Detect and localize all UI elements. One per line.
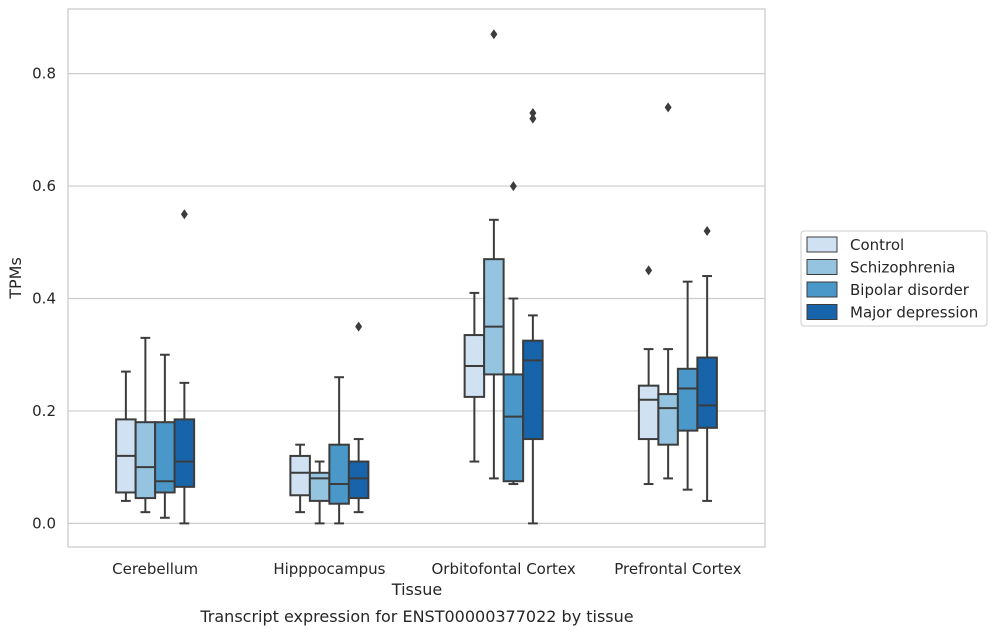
- box-group: [696, 226, 718, 502]
- y-tick-label: 0.8: [32, 65, 56, 83]
- outlier-point: [703, 226, 711, 237]
- box: [696, 356, 718, 429]
- y-tick-label: 0.0: [32, 514, 56, 532]
- box: [308, 471, 331, 502]
- box-group: [289, 443, 311, 514]
- box-group: [347, 321, 370, 514]
- legend-label: Major depression: [850, 304, 978, 322]
- box: [637, 384, 660, 441]
- box: [657, 393, 679, 446]
- box: [502, 373, 525, 483]
- legend-swatch: [806, 281, 838, 298]
- x-tick-label: Hipppocampus: [273, 560, 385, 578]
- x-tick-label: Orbitofontal Cortex: [432, 560, 576, 578]
- box: [522, 339, 544, 441]
- outlier-point: [490, 29, 498, 40]
- outlier-point: [180, 209, 188, 220]
- box-group: [134, 336, 157, 514]
- box: [347, 460, 370, 500]
- outlier-point: [645, 265, 653, 276]
- box-group: [463, 291, 486, 463]
- box-group: [502, 181, 525, 486]
- box: [483, 258, 505, 376]
- legend-label: Schizophrenia: [850, 259, 955, 277]
- box-group: [657, 102, 679, 480]
- box: [328, 443, 350, 505]
- legend: Control Schizophrenia Bipolar disorder Majo…: [800, 230, 988, 327]
- series-major-depression: [173, 108, 718, 525]
- box-group: [154, 353, 176, 519]
- box-group: [522, 108, 544, 525]
- y-tick-label: 0.4: [32, 290, 56, 308]
- box-group: [328, 376, 350, 525]
- box-group: [676, 280, 699, 491]
- box: [173, 418, 196, 488]
- x-axis-label: Tissue: [391, 580, 442, 599]
- legend-swatch: [806, 236, 838, 253]
- outlier-point: [664, 102, 672, 113]
- figure-caption: Transcript expression for ENST0000037702…: [199, 607, 633, 626]
- box: [134, 421, 157, 500]
- y-axis-label: TPMs: [6, 257, 25, 300]
- y-axis-ticks: 0.0 0.2 0.4 0.6 0.8: [32, 65, 56, 533]
- y-tick-label: 0.2: [32, 402, 56, 420]
- x-axis-ticks: Cerebellum Hipppocampus Orbitofontal Corte…: [112, 560, 741, 578]
- x-tick-label: Cerebellum: [112, 560, 198, 578]
- series-bipolar-disorder: [154, 181, 699, 525]
- legend-swatch: [806, 304, 838, 320]
- legend-frame: [800, 230, 988, 327]
- legend-swatch: [806, 259, 838, 275]
- box: [289, 454, 311, 497]
- box: [676, 367, 699, 432]
- box-group: [308, 460, 331, 525]
- series-control: [115, 265, 660, 514]
- box-plot-series: [115, 29, 718, 525]
- outlier-point: [355, 321, 363, 332]
- plot-frame: [67, 8, 766, 548]
- legend-label: Control: [850, 236, 904, 254]
- outlier-point: [529, 108, 537, 119]
- y-tick-label: 0.6: [32, 177, 56, 195]
- outlier-point: [509, 181, 517, 192]
- box-group: [173, 209, 196, 525]
- outlier-point: [529, 113, 537, 124]
- box-group: [483, 29, 505, 480]
- x-tick-label: Prefrontal Cortex: [614, 560, 741, 578]
- legend-label: Bipolar disorder: [850, 281, 970, 299]
- series-schizophrenia: [134, 29, 679, 525]
- box-group: [115, 370, 137, 502]
